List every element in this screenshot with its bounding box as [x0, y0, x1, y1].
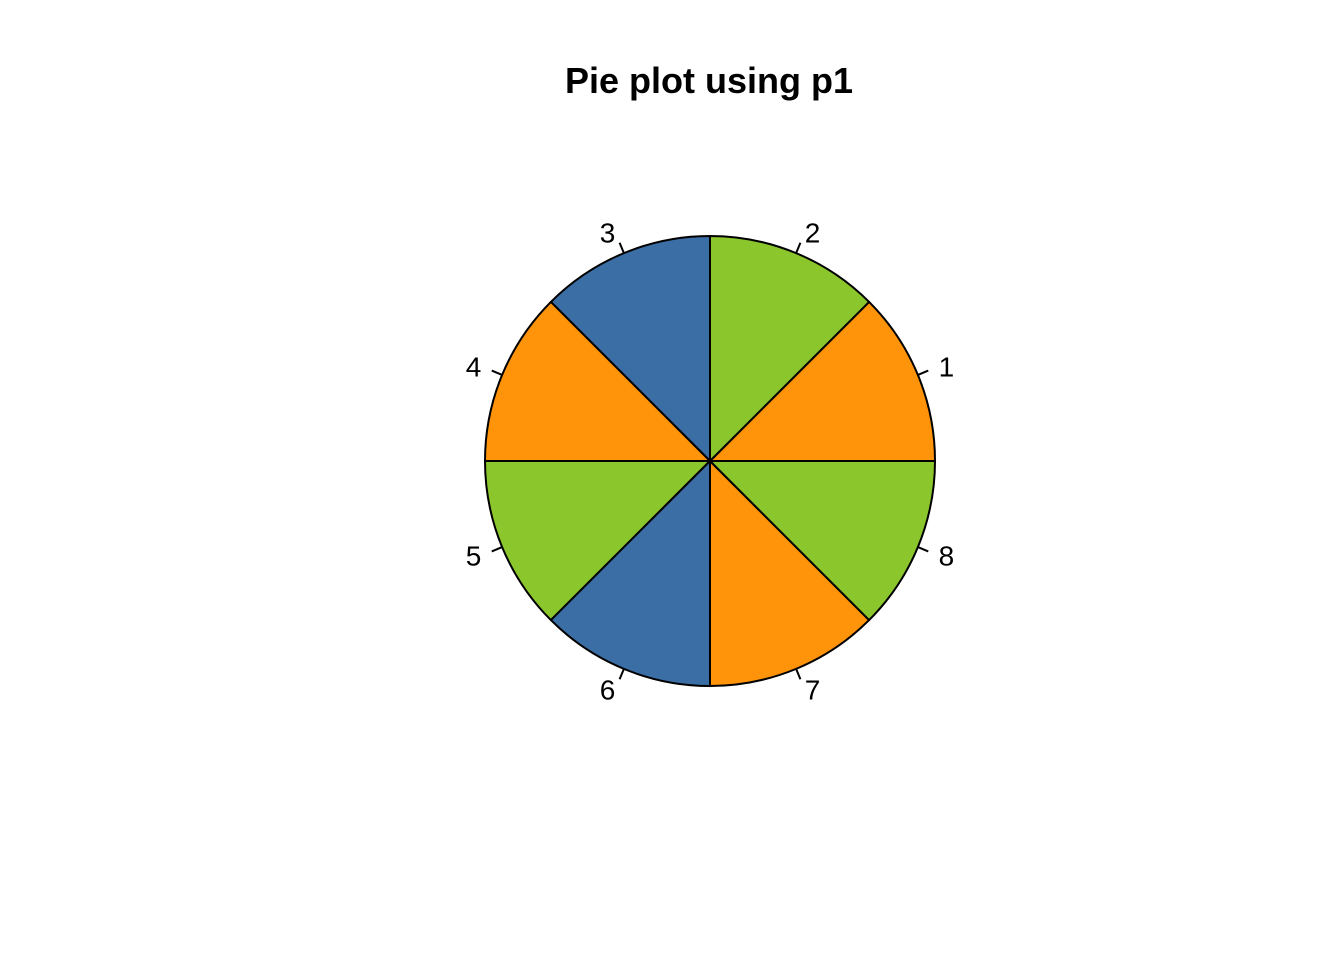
label-tick-3: [618, 242, 625, 254]
slice-label-6: 6: [600, 675, 616, 706]
pie-slices: [484, 235, 936, 687]
pie-slice-7: [709, 460, 871, 687]
slice-label-1: 1: [939, 351, 955, 382]
pie-slice-4: [484, 300, 711, 462]
label-tick-8: [917, 546, 929, 553]
pie-slice-3: [549, 235, 711, 462]
slice-label-4: 4: [466, 351, 482, 382]
pie-slice-2: [709, 235, 871, 462]
pie-slice-5: [484, 460, 711, 622]
pie-slice-6: [549, 460, 711, 687]
slice-label-8: 8: [939, 541, 955, 572]
slice-label-3: 3: [600, 217, 616, 248]
slice-label-7: 7: [805, 675, 821, 706]
chart-title: Pie plot using p1: [565, 60, 853, 101]
slice-labels: 1 2 3 4 5 6 7 8: [466, 217, 954, 705]
label-tick-2: [795, 242, 802, 254]
label-tick-6: [618, 668, 625, 680]
label-tick-1: [917, 369, 929, 376]
label-tick-7: [795, 668, 802, 680]
label-tick-4: [491, 369, 503, 376]
label-tick-5: [491, 546, 503, 553]
slice-label-5: 5: [466, 541, 482, 572]
label-ticks: [491, 242, 929, 680]
pie-slice-1: [709, 300, 936, 462]
pie-slice-8: [709, 460, 936, 622]
slice-label-2: 2: [805, 217, 821, 248]
